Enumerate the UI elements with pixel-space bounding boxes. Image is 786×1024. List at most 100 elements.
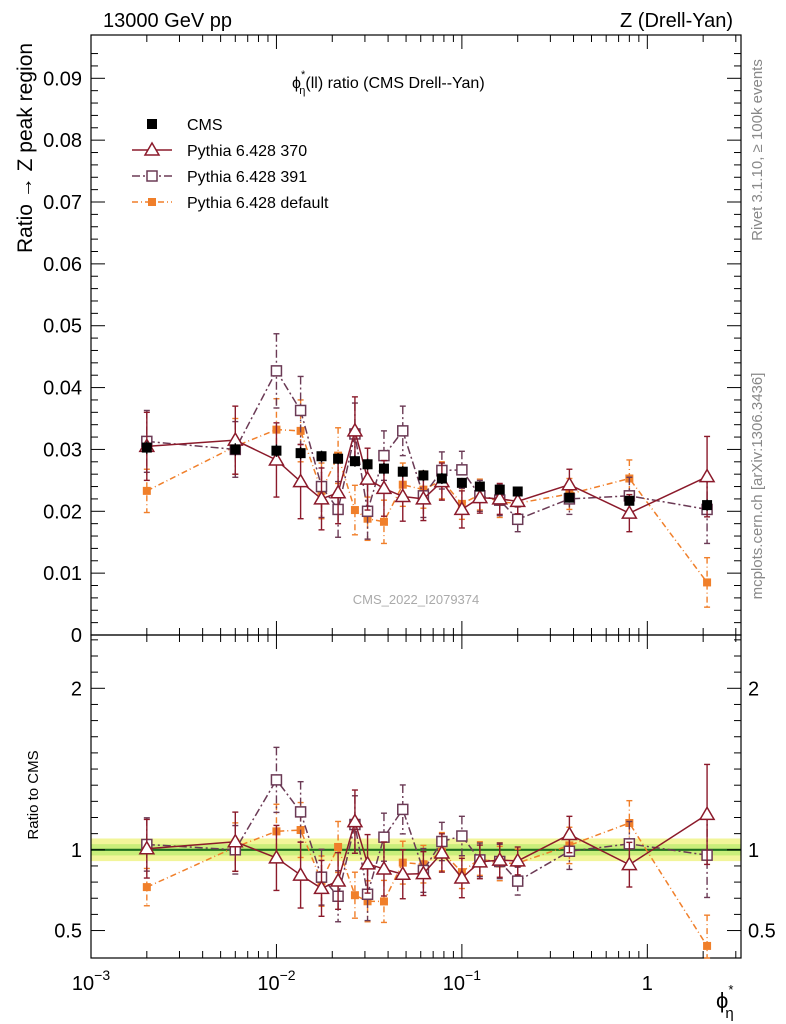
x-axis-label: ϕ* η <box>716 982 734 1022</box>
data-point <box>621 504 638 519</box>
cms-data-point <box>230 444 241 455</box>
ratio-y-tick-label-left-1: 1 <box>71 840 82 862</box>
ratio-data-point <box>142 883 151 892</box>
legend-label-0: Pythia 6.428 370 <box>187 143 307 160</box>
data-point <box>394 487 412 503</box>
legend-marker-cms <box>147 119 157 129</box>
ratio-data-point <box>621 856 638 871</box>
cms-data-point <box>141 442 152 453</box>
data-point <box>270 365 283 377</box>
cms-data-point <box>436 473 447 484</box>
x-tick-label-2: 10−1 <box>443 967 481 995</box>
plot-title: ϕ* η(ll) ratio (CMS Drell--Yan) <box>292 69 485 97</box>
x-tick-base: 1 <box>642 973 653 995</box>
title-phi: ϕ <box>292 75 301 92</box>
ratio-data-point <box>471 853 489 868</box>
data-point <box>511 513 524 526</box>
ratio-data-point <box>491 851 509 866</box>
x-tick-exp: −3 <box>94 967 110 983</box>
ratio-panel: 0.5 0.5 1 1 2 2 <box>54 634 776 959</box>
x-tick-label-1: 10−2 <box>257 967 295 995</box>
xlabel-sup: * <box>728 982 733 997</box>
y-tick-label-6: 0.07 <box>43 192 82 214</box>
ratio-y-tick-label-left-2: 2 <box>71 678 82 700</box>
cms-data-point <box>316 451 327 462</box>
ratio-data-point <box>375 860 393 875</box>
ratio-data-point <box>294 806 307 818</box>
data-point <box>378 449 390 462</box>
cms-data-point <box>512 486 523 497</box>
legend: CMS Pythia 6.428 370 Pythia 6.428 391 Pythi… <box>132 117 329 212</box>
ratio-data-point <box>509 852 527 867</box>
legend-marker-2 <box>148 198 156 206</box>
x-tick-base: 10 <box>443 973 465 995</box>
y-tick-label-zero: 0 <box>71 625 82 647</box>
ratio-data-point <box>268 849 285 864</box>
data-point <box>142 486 151 495</box>
x-tick-label-3: 1 <box>642 973 653 995</box>
data-point <box>292 473 309 488</box>
y-tick-label-4: 0.05 <box>43 316 82 338</box>
ratio-data-point <box>313 879 330 895</box>
ratio-data-point <box>359 855 376 870</box>
data-point <box>698 468 716 483</box>
ratio-data-point <box>292 866 309 881</box>
ratio-data-point <box>378 831 390 843</box>
ratio-frame <box>90 634 742 959</box>
ratio-data-point <box>138 840 156 855</box>
header-right: Z (Drell-Yan) <box>620 10 733 32</box>
cms-data-point <box>333 453 344 464</box>
ratio-data-point <box>270 774 283 786</box>
title-sub: η <box>299 85 305 97</box>
data-point <box>268 451 285 466</box>
data-point <box>313 490 330 505</box>
data-point <box>561 476 578 491</box>
data-point <box>350 506 359 515</box>
ratio-data-point <box>453 869 471 884</box>
y-tick-label-1: 0.02 <box>43 501 82 523</box>
data-point <box>491 490 509 505</box>
data-point <box>346 422 364 437</box>
data-point <box>471 489 489 504</box>
x-tick-exp: −1 <box>465 967 481 983</box>
cms-data-point <box>564 492 575 503</box>
legend-label-cms: CMS <box>187 117 223 134</box>
title-sup: * <box>301 69 306 81</box>
cms-data-point <box>349 456 360 467</box>
y-tick-label-2: 0.03 <box>43 439 82 461</box>
data-point <box>375 479 393 495</box>
ratio-data-point <box>511 875 524 887</box>
ratio-y-axis-label: Ratio to CMS <box>25 750 42 839</box>
cms-data-point <box>418 470 429 481</box>
cms-data-point <box>378 463 389 474</box>
ratio-series-2 <box>142 799 712 959</box>
ratio-data-point <box>379 897 388 906</box>
series-0 <box>138 396 716 533</box>
legend-label-2: Pythia 6.428 default <box>187 195 329 212</box>
x-tick-base: 10 <box>257 973 279 995</box>
legend-marker-0 <box>143 141 161 156</box>
ratio-data-point <box>329 872 347 887</box>
data-point <box>359 470 376 485</box>
ratio-data-point <box>433 844 451 859</box>
ratio-data-point <box>350 891 359 900</box>
y-axis-label: Ratio → Z peak region <box>14 43 37 253</box>
data-point <box>397 425 409 437</box>
data-point <box>379 517 388 526</box>
x-tick-base: 10 <box>72 973 94 995</box>
ratio-y-tick-label-right-0: 0.5 <box>748 921 776 943</box>
ratio-data-point <box>703 941 712 950</box>
cms-data-point <box>494 484 505 495</box>
legend-marker-1 <box>146 170 158 182</box>
data-point <box>703 578 712 587</box>
cms-data-point <box>362 459 373 470</box>
x-tick-exp: −2 <box>280 967 296 983</box>
ratio-data-point <box>415 865 432 880</box>
mcplots-text: mcplots.cern.ch [arXiv:1306.3436] <box>749 373 766 600</box>
xlabel-sub: η <box>725 1005 733 1022</box>
y-tick-label-5: 0.06 <box>43 254 82 276</box>
ratio-y-tick-label-left-0: 0.5 <box>54 921 82 943</box>
ratio-y-tick-label-right-1: 1 <box>748 840 759 862</box>
ratio-y-tick-label-right-2: 2 <box>748 678 759 700</box>
